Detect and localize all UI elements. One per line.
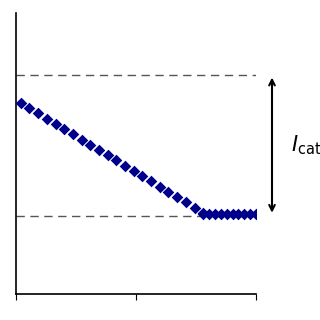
Point <box>242 212 247 217</box>
Point <box>212 212 218 217</box>
Point <box>236 212 241 217</box>
Point <box>201 212 206 217</box>
Point <box>88 142 93 147</box>
Point <box>62 126 67 132</box>
Point <box>218 212 223 217</box>
Point <box>157 184 162 189</box>
Point <box>248 212 253 217</box>
Point <box>140 173 145 179</box>
Point <box>253 212 259 217</box>
Point <box>206 212 212 217</box>
Point <box>230 212 235 217</box>
Point <box>18 100 23 106</box>
Point <box>36 111 41 116</box>
Point <box>148 179 154 184</box>
Point <box>96 148 101 153</box>
Point <box>192 205 197 210</box>
Point <box>70 132 76 137</box>
Point <box>123 163 128 168</box>
Point <box>131 168 136 173</box>
Point <box>53 121 58 126</box>
Point <box>79 137 84 142</box>
Point <box>114 158 119 163</box>
Point <box>183 200 188 205</box>
Text: $I_{\mathrm{cat}}$: $I_{\mathrm{cat}}$ <box>291 133 320 157</box>
Point <box>44 116 49 121</box>
Point <box>175 195 180 200</box>
Point <box>201 210 206 215</box>
Point <box>224 212 229 217</box>
Point <box>27 106 32 111</box>
Point <box>166 189 171 194</box>
Point <box>105 153 110 158</box>
